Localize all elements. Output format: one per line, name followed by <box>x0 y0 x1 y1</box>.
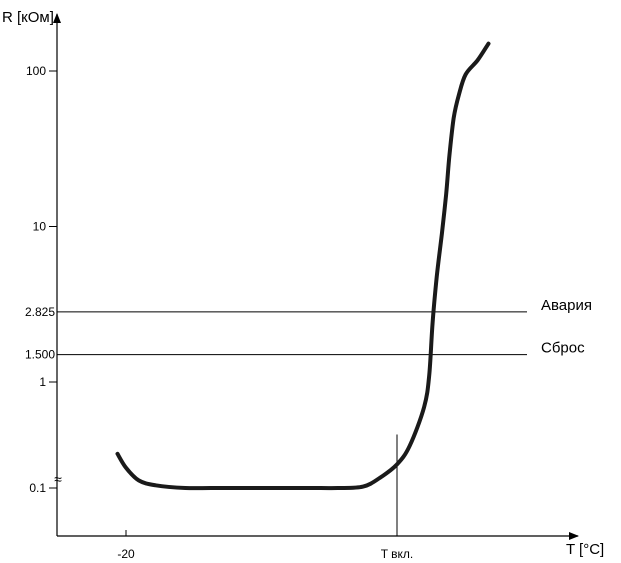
y-tick-label: 0.1 <box>29 481 46 495</box>
y-tick-label: 100 <box>26 64 46 78</box>
y-tick-label: 1 <box>39 375 46 389</box>
resistance-curve <box>115 41 491 491</box>
reference-lines: 2.825 Авария 1.500 Сброс <box>25 297 592 362</box>
x-tick-label: -20 <box>117 547 135 561</box>
y-tick-label: 10 <box>33 220 47 234</box>
y-ticks: 0.1 1 10 100 <box>26 64 57 495</box>
x-ticks: -20 T вкл. <box>117 530 413 561</box>
x-axis-title: T [°C] <box>566 541 604 558</box>
reference-line-label: Авария <box>541 297 592 314</box>
axis-break-symbol: ≈ <box>54 471 62 487</box>
y-axis-title: R [кОм] <box>2 9 54 26</box>
reference-value-label: 1.500 <box>25 348 55 362</box>
reference-value-label: 2.825 <box>25 305 55 319</box>
reference-line-label: Сброс <box>541 340 585 357</box>
x-tick-label: T вкл. <box>381 547 414 561</box>
